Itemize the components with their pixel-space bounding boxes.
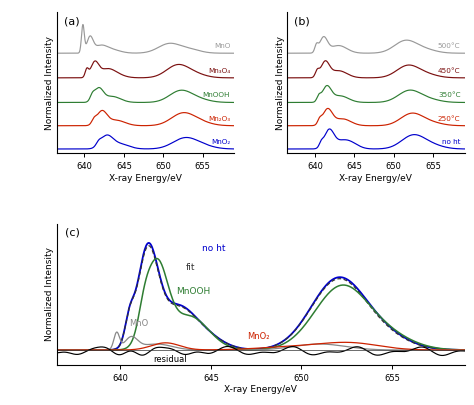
Text: MnO: MnO — [129, 320, 149, 328]
Y-axis label: Normalized Intensity: Normalized Intensity — [275, 36, 284, 130]
Text: no ht: no ht — [202, 244, 225, 253]
Y-axis label: Normalized Intensity: Normalized Intensity — [45, 36, 54, 130]
Text: Mn₂O₃: Mn₂O₃ — [208, 115, 230, 122]
Text: MnOOH: MnOOH — [176, 288, 211, 296]
X-axis label: X-ray Energy/eV: X-ray Energy/eV — [339, 174, 412, 183]
Text: (c): (c) — [65, 228, 80, 238]
Text: MnO₂: MnO₂ — [211, 139, 230, 145]
Text: 500°C: 500°C — [438, 43, 461, 49]
X-axis label: X-ray Energy/eV: X-ray Energy/eV — [109, 174, 182, 183]
Y-axis label: Normalized Intensity: Normalized Intensity — [45, 247, 54, 341]
Text: 350°C: 350°C — [438, 92, 461, 98]
Text: MnOOH: MnOOH — [203, 92, 230, 98]
X-axis label: X-ray Energy/eV: X-ray Energy/eV — [224, 385, 297, 394]
Text: residual: residual — [153, 355, 187, 364]
Text: 450°C: 450°C — [438, 68, 461, 74]
Text: MnO₂: MnO₂ — [247, 332, 270, 341]
Text: fit: fit — [185, 263, 195, 272]
Text: no ht: no ht — [442, 139, 461, 145]
Text: (b): (b) — [294, 16, 310, 26]
Text: (a): (a) — [64, 16, 80, 26]
Text: MnO: MnO — [214, 43, 230, 49]
Text: Mn₃O₄: Mn₃O₄ — [208, 68, 230, 74]
Text: 250°C: 250°C — [438, 115, 461, 122]
